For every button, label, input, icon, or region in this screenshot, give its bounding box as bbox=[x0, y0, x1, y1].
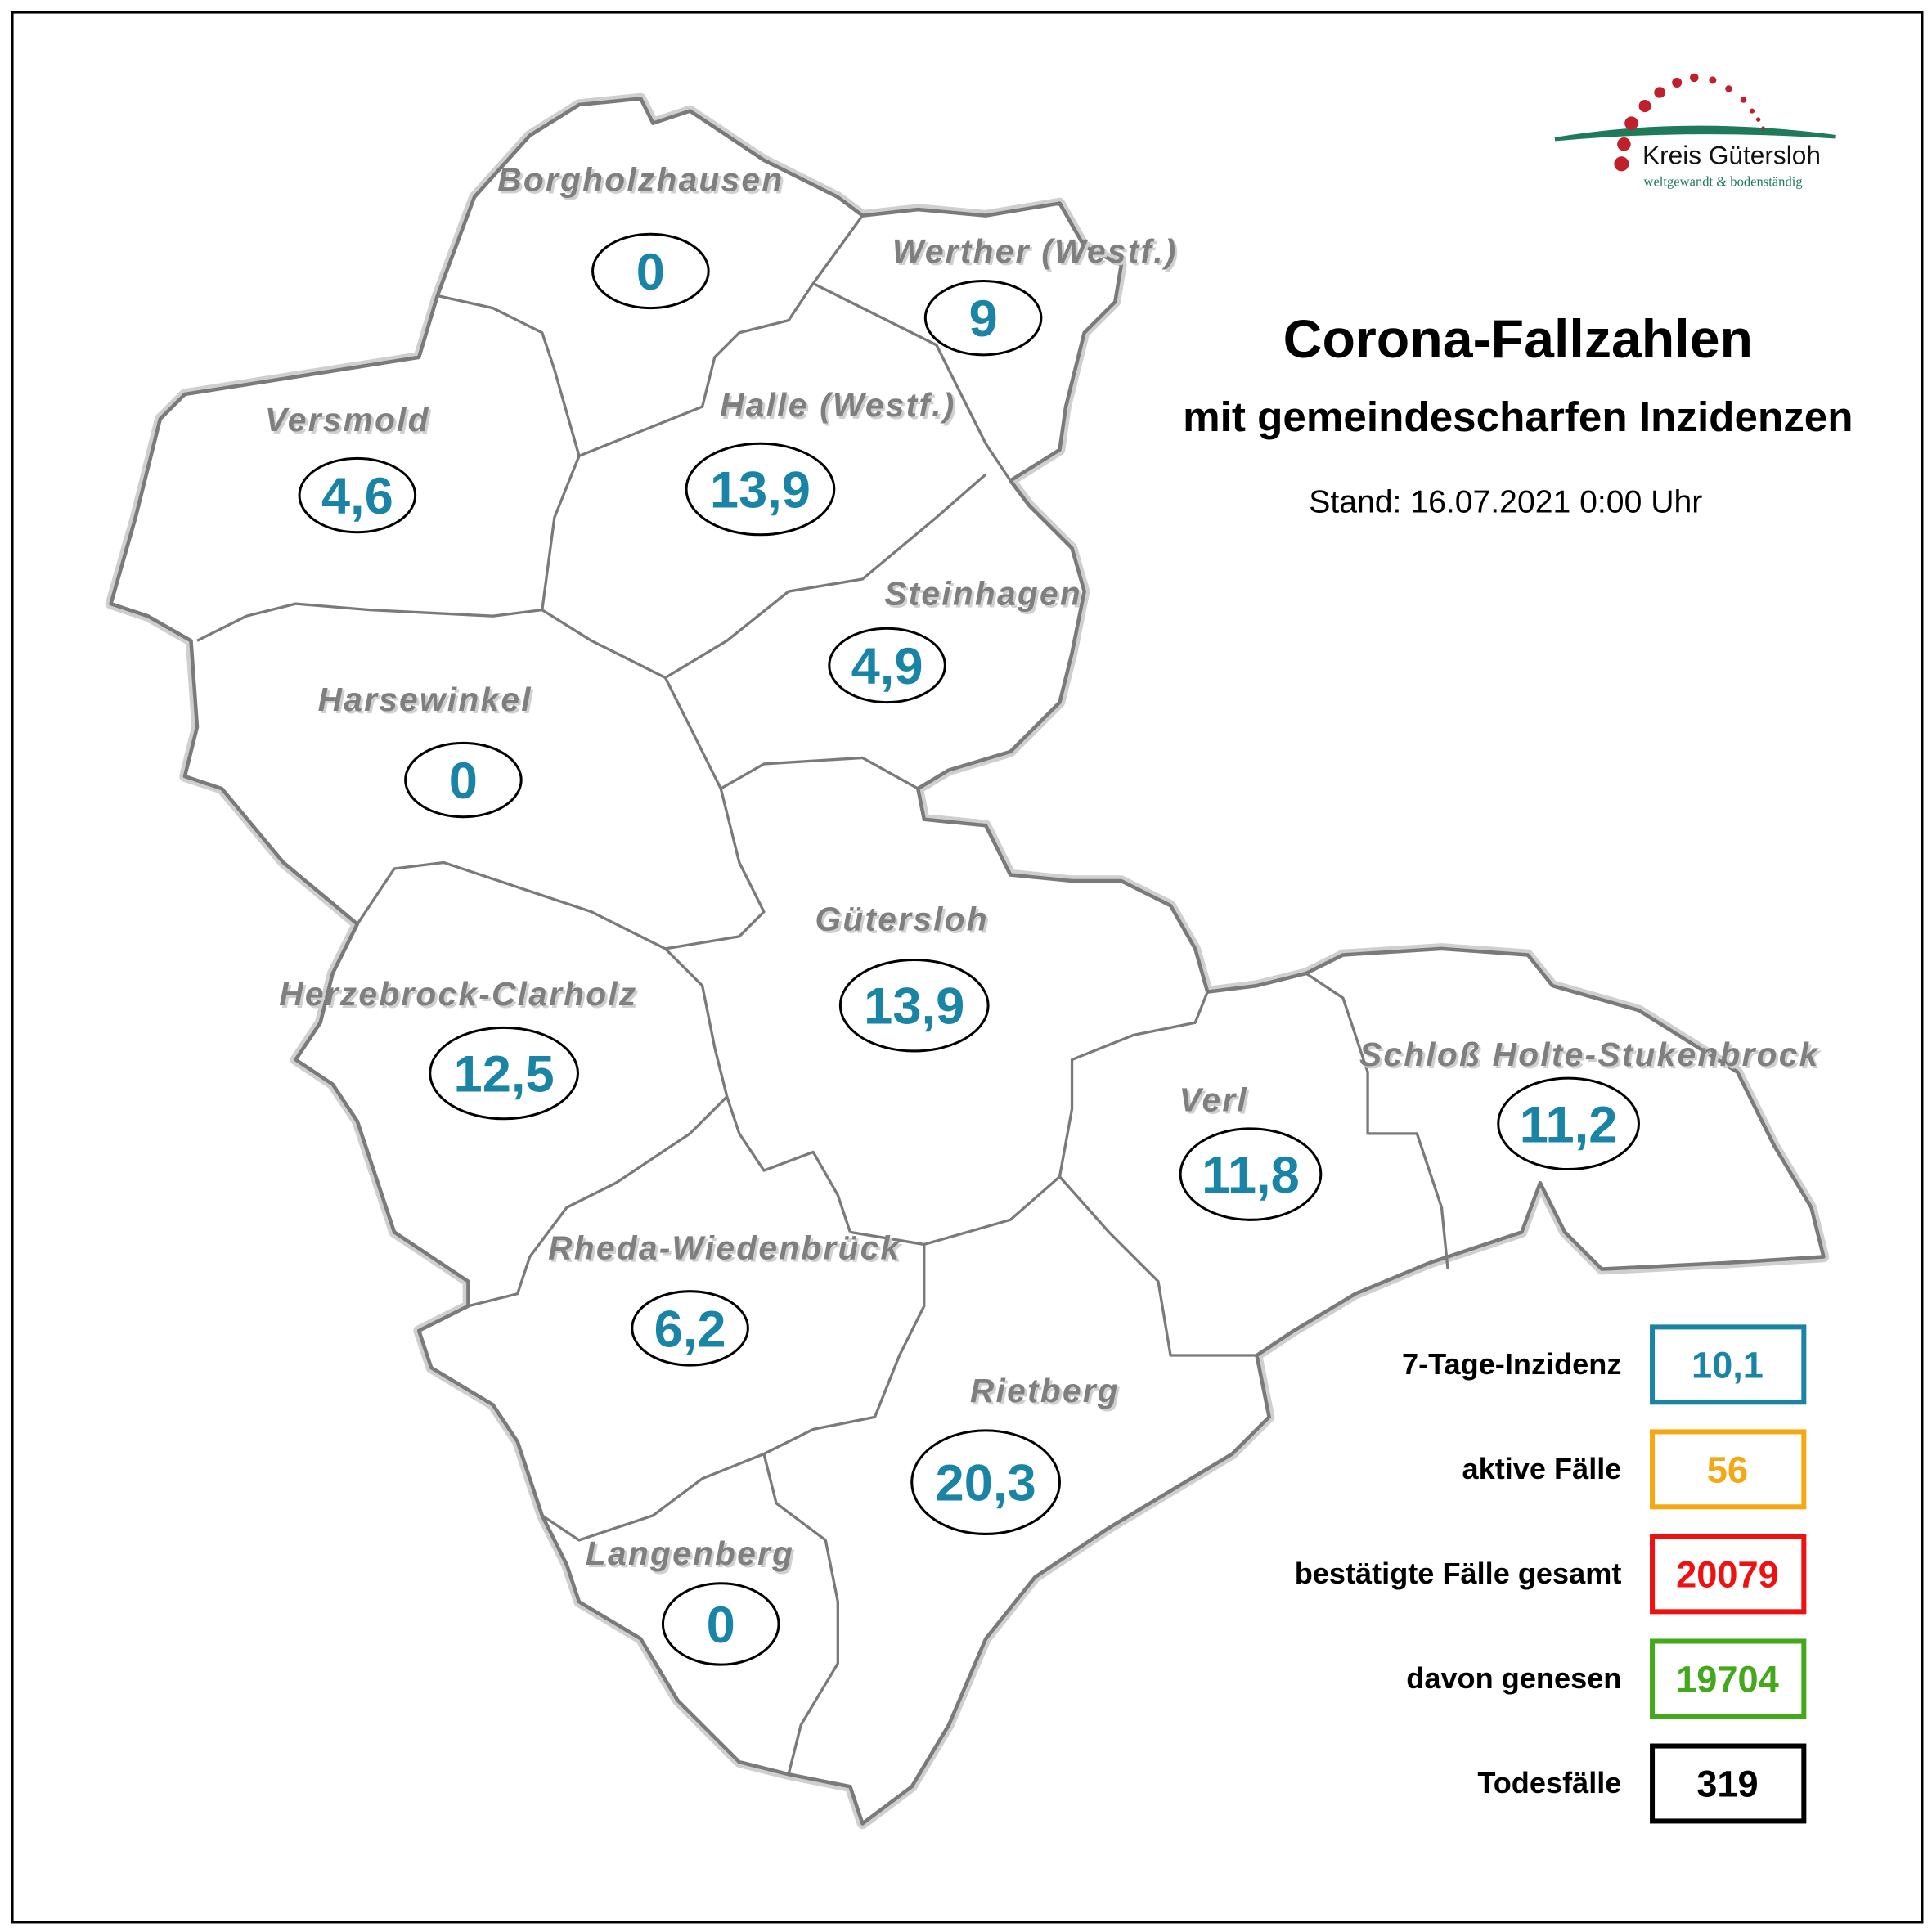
page-title: Corona-Fallzahlen bbox=[1283, 309, 1753, 370]
municipality-name: Harsewinkel bbox=[318, 681, 532, 718]
incidence-ellipse bbox=[429, 1026, 579, 1121]
incidence-ellipse bbox=[631, 1290, 749, 1367]
incidence-ellipse bbox=[591, 232, 710, 310]
legend-item: davon genesen 19704 bbox=[1406, 1638, 1807, 1719]
legend-label: davon genesen bbox=[1406, 1661, 1621, 1695]
logo-arc bbox=[1554, 125, 1836, 142]
legend-value: 19704 bbox=[1676, 1659, 1779, 1701]
municipality-schloß-holte-stukenbrock: Schloß Holte-Stukenbrock 11,2 bbox=[1359, 1036, 1820, 1171]
legend-box bbox=[1650, 1638, 1807, 1719]
municipality-borgholzhausen: Borgholzhausen 0 bbox=[497, 160, 784, 310]
incidence-ellipse bbox=[661, 1582, 780, 1666]
municipality-versmold: Versmold 4,6 bbox=[265, 401, 430, 534]
summary-legend: 7-Tage-Inzidenz 10,1 aktive Fälle 56 bestäti… bbox=[1295, 1324, 1807, 1824]
municipality-name: Herzebrock-Clarholz bbox=[279, 975, 637, 1013]
municipality-name: Gütersloh bbox=[815, 900, 988, 937]
legend-item: Todesfälle 319 bbox=[1477, 1743, 1807, 1824]
incidence-ellipse bbox=[923, 279, 1043, 357]
logo-dots bbox=[1614, 73, 1765, 172]
municipality-langenberg: Langenberg 0 bbox=[586, 1534, 794, 1666]
municipality-name: Rheda-Wiedenbrück bbox=[548, 1229, 901, 1267]
incidence-value: 6,2 bbox=[654, 1301, 726, 1358]
incidence-ellipse bbox=[838, 958, 990, 1053]
district-outline bbox=[109, 97, 1826, 1826]
legend-item: aktive Fälle 56 bbox=[1462, 1429, 1807, 1510]
incidence-value: 0 bbox=[636, 244, 665, 301]
incidence-value: 12,5 bbox=[454, 1046, 555, 1103]
district-map bbox=[105, 92, 1830, 1830]
municipality-rheda-wiedenbrück: Rheda-Wiedenbrück 6,2 bbox=[548, 1229, 901, 1367]
municipality-verl: Verl 11,8 bbox=[1179, 1081, 1323, 1221]
municipality-herzebrock-clarholz: Herzebrock-Clarholz 12,5 bbox=[279, 975, 637, 1121]
legend-box bbox=[1650, 1743, 1807, 1824]
stand-date: Stand: 16.07.2021 0:00 Uhr bbox=[1309, 485, 1702, 520]
legend-box bbox=[1650, 1324, 1807, 1405]
municipality-rietberg: Rietberg 20,3 bbox=[910, 1372, 1120, 1535]
incidence-ellipse bbox=[910, 1429, 1061, 1535]
municipality-name: Verl bbox=[1179, 1081, 1248, 1119]
legend-label: bestätigte Fälle gesamt bbox=[1295, 1557, 1622, 1590]
municipality-name: Halle (Westf.) bbox=[720, 386, 955, 424]
incidence-value: 4,9 bbox=[851, 638, 923, 695]
municipality-name: Langenberg bbox=[586, 1534, 794, 1572]
legend-item: bestätigte Fälle gesamt 20079 bbox=[1295, 1534, 1807, 1615]
incidence-value: 11,8 bbox=[1202, 1147, 1300, 1204]
municipality-name: Versmold bbox=[265, 401, 430, 438]
municipality-labels: Borgholzhausen 0 Werther (Westf.) 9 Versmold… bbox=[265, 160, 1820, 1666]
incidence-ellipse bbox=[828, 627, 946, 704]
incidence-value: 0 bbox=[707, 1597, 735, 1654]
incidence-value: 13,9 bbox=[864, 978, 964, 1036]
logo-name: Kreis Gütersloh bbox=[1642, 140, 1821, 169]
incidence-value: 13,9 bbox=[710, 462, 811, 519]
incidence-value: 4,6 bbox=[321, 468, 393, 525]
logo-tagline: weltgewandt & bodenständig bbox=[1644, 173, 1803, 189]
municipality-name: Steinhagen bbox=[884, 575, 1082, 613]
legend-label: 7-Tage-Inzidenz bbox=[1402, 1347, 1621, 1381]
incidence-value: 20,3 bbox=[936, 1455, 1036, 1512]
incidence-ellipse bbox=[1179, 1127, 1323, 1221]
incidence-value: 0 bbox=[449, 753, 478, 810]
incidence-ellipse bbox=[685, 442, 836, 537]
legend-box bbox=[1650, 1429, 1807, 1510]
municipality-gütersloh: Gütersloh 13,9 bbox=[815, 900, 990, 1053]
legend-box bbox=[1650, 1534, 1807, 1615]
page-subtitle: mit gemeindescharfen Inzidenzen bbox=[1183, 393, 1853, 440]
municipal-boundaries bbox=[196, 214, 1449, 1775]
municipality-harsewinkel: Harsewinkel 0 bbox=[318, 681, 532, 819]
municipality-name: Rietberg bbox=[970, 1372, 1120, 1409]
municipality-halle-westf: Halle (Westf.) 13,9 bbox=[685, 386, 955, 537]
legend-label: Todesfälle bbox=[1477, 1766, 1621, 1799]
legend-value: 10,1 bbox=[1692, 1345, 1764, 1386]
legend-value: 56 bbox=[1707, 1449, 1748, 1491]
municipality-steinhagen: Steinhagen 4,9 bbox=[828, 575, 1082, 704]
incidence-ellipse bbox=[1497, 1076, 1640, 1171]
legend-label: aktive Fälle bbox=[1462, 1452, 1622, 1485]
municipality-name: Borgholzhausen bbox=[497, 160, 784, 198]
legend-value: 319 bbox=[1696, 1764, 1758, 1805]
incidence-ellipse bbox=[298, 456, 417, 534]
incidence-ellipse bbox=[404, 741, 523, 819]
municipality-werther-westf: Werther (Westf.) 9 bbox=[892, 232, 1178, 357]
municipality-name: Werther (Westf.) bbox=[892, 232, 1178, 270]
legend-item: 7-Tage-Inzidenz 10,1 bbox=[1402, 1324, 1807, 1405]
incidence-value: 9 bbox=[968, 290, 997, 348]
municipality-name: Schloß Holte-Stukenbrock bbox=[1359, 1036, 1820, 1073]
incidence-value: 11,2 bbox=[1520, 1096, 1618, 1153]
legend-value: 20079 bbox=[1676, 1554, 1779, 1596]
kreis-guetersloh-logo: Kreis Gütersloh weltgewandt & bodenständ… bbox=[1554, 73, 1836, 189]
